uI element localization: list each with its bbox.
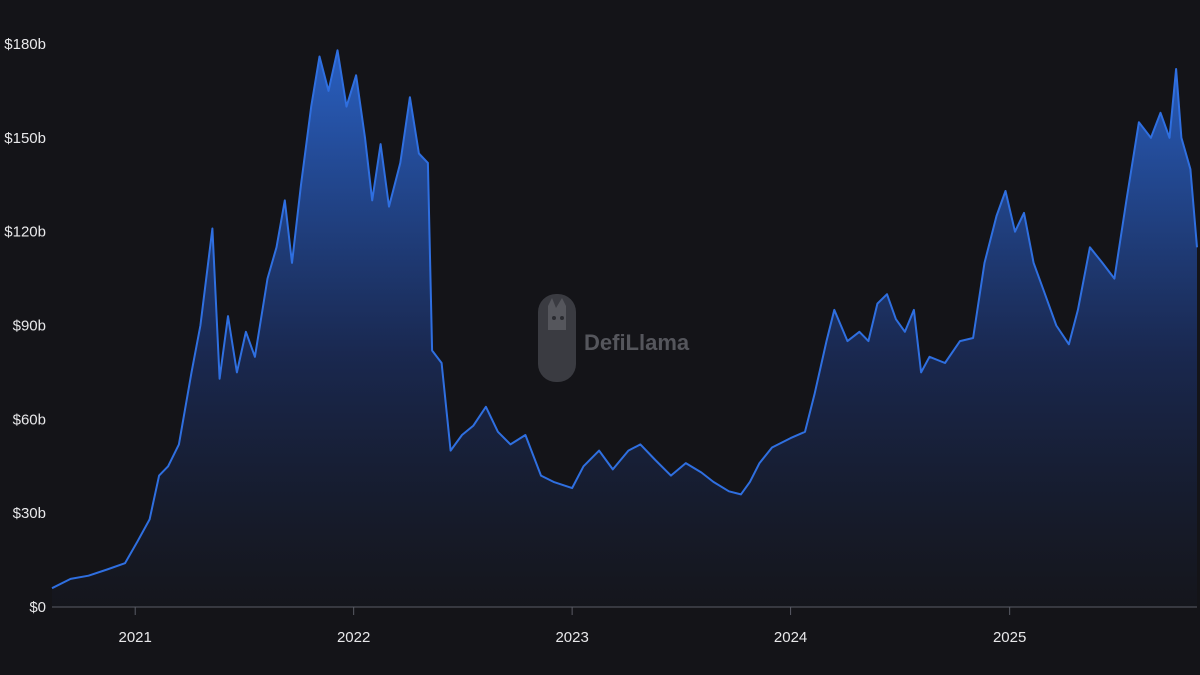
tvl-area-fill [52,50,1197,608]
y-tick-label: $30b [13,505,46,522]
x-axis: 2021 2022 2023 2024 2025 [119,607,1026,646]
y-tick-label: $180b [4,36,46,53]
y-tick-label: $150b [4,130,46,147]
y-tick-label: $90b [13,318,46,335]
x-tick-label: 2024 [774,629,807,646]
tvl-series-line [51,49,1198,590]
llama-logo-icon [538,294,576,382]
x-tick-label: 2023 [555,629,588,646]
x-tick-label: 2022 [337,629,370,646]
y-tick-label: $120b [4,224,46,241]
x-tick-label: 2025 [993,629,1026,646]
defillama-watermark: DefiLlama [538,294,690,382]
y-tick-label: $0 [29,599,46,616]
x-tick-label: 2021 [119,629,152,646]
y-axis: $0 $30b $60b $90b $120b $150b $180b [4,36,46,616]
watermark-label: DefiLlama [584,330,690,355]
y-tick-label: $60b [13,411,46,428]
